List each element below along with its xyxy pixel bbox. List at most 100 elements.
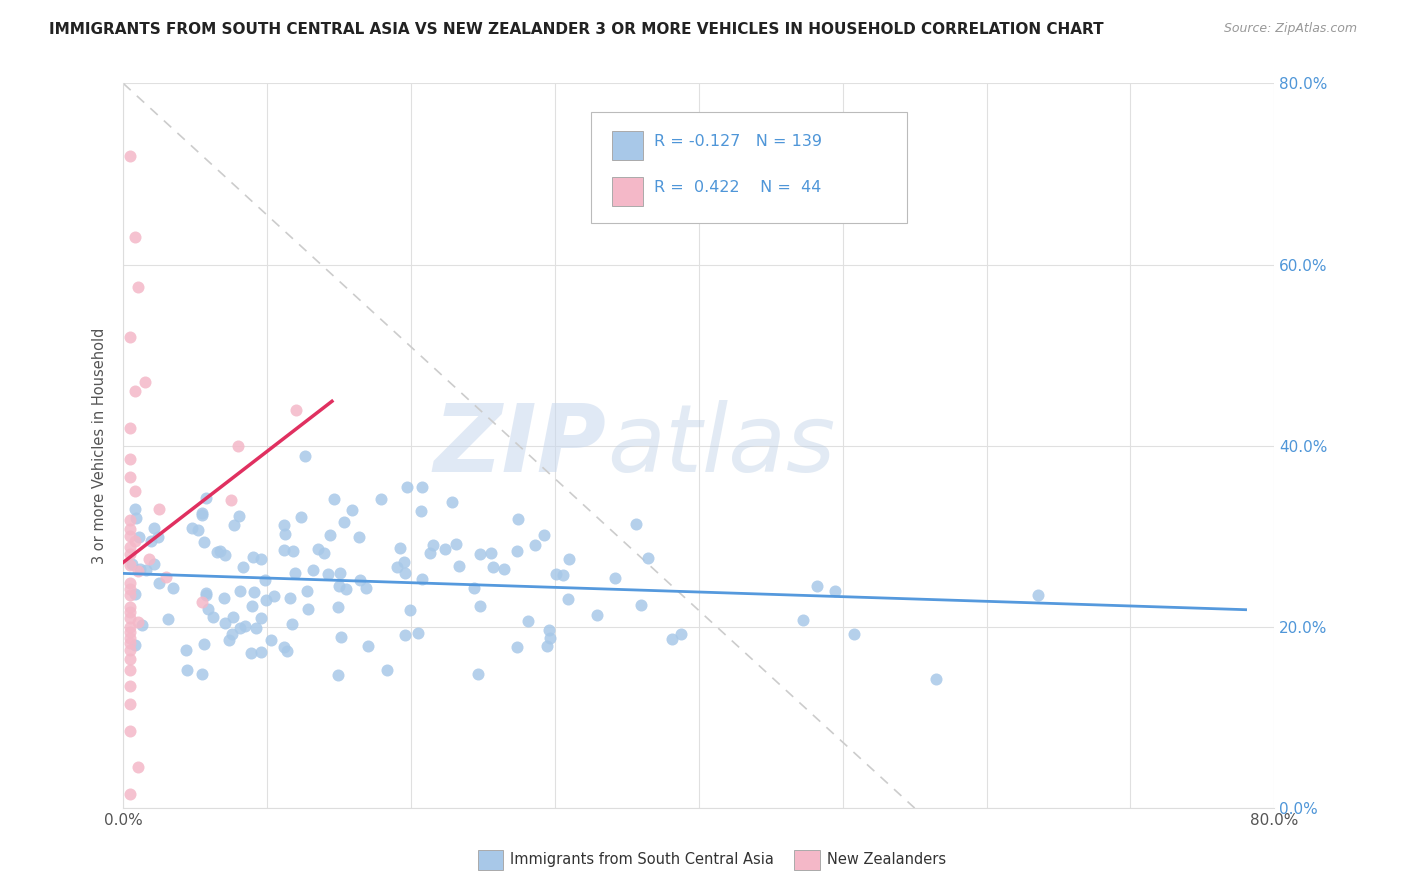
Point xyxy=(307,541,329,556)
Point xyxy=(242,549,264,564)
Point xyxy=(523,538,546,552)
Point xyxy=(124,533,146,548)
Point xyxy=(250,611,273,625)
Point xyxy=(138,552,160,566)
Point xyxy=(389,541,412,556)
Point xyxy=(278,591,301,605)
Point xyxy=(637,551,659,566)
Point xyxy=(792,613,814,627)
Point xyxy=(212,591,235,606)
Point xyxy=(124,230,146,244)
Point xyxy=(120,330,142,344)
Point xyxy=(536,639,558,653)
Point xyxy=(557,591,579,606)
Point xyxy=(120,625,142,640)
Point xyxy=(124,587,146,601)
Point xyxy=(120,611,142,625)
Text: IMMIGRANTS FROM SOUTH CENTRAL ASIA VS NEW ZEALANDER 3 OR MORE VEHICLES IN HOUSEH: IMMIGRANTS FROM SOUTH CENTRAL ASIA VS NE… xyxy=(49,22,1104,37)
Point xyxy=(148,575,170,590)
Point xyxy=(228,508,250,523)
Point xyxy=(218,633,240,648)
Point xyxy=(273,518,295,533)
Point xyxy=(329,566,352,580)
Point xyxy=(328,667,350,681)
Point xyxy=(294,450,316,464)
Point xyxy=(263,589,285,603)
Point xyxy=(254,574,277,588)
Point xyxy=(120,651,142,665)
Point xyxy=(284,402,307,417)
Point xyxy=(312,546,335,560)
Point xyxy=(586,608,609,623)
Point xyxy=(120,540,142,554)
Point xyxy=(624,516,647,531)
Point xyxy=(120,149,142,163)
Text: R = -0.127   N = 139: R = -0.127 N = 139 xyxy=(654,134,821,149)
Point xyxy=(131,618,153,632)
Point xyxy=(127,760,149,774)
Point xyxy=(193,637,215,651)
Point xyxy=(148,502,170,516)
Point xyxy=(419,546,441,560)
Point xyxy=(128,561,150,575)
Point xyxy=(243,584,266,599)
Point xyxy=(398,603,420,617)
Point xyxy=(434,541,457,556)
Point xyxy=(273,526,295,541)
Point xyxy=(409,504,432,518)
Point xyxy=(538,631,561,645)
Point xyxy=(228,583,250,598)
Point xyxy=(323,491,346,506)
Text: R =  0.422    N =  44: R = 0.422 N = 44 xyxy=(654,180,821,195)
Point xyxy=(349,573,371,587)
Point xyxy=(141,534,163,549)
Point xyxy=(124,510,146,524)
Point xyxy=(661,632,683,646)
Point xyxy=(201,610,224,624)
Point xyxy=(120,664,142,678)
Text: atlas: atlas xyxy=(607,401,835,491)
Point xyxy=(162,581,184,595)
Point xyxy=(422,539,444,553)
Point xyxy=(120,631,142,645)
Point xyxy=(375,663,398,677)
Point xyxy=(205,544,228,558)
Point xyxy=(143,521,166,535)
Point xyxy=(190,667,212,681)
Point xyxy=(240,599,263,614)
Point xyxy=(505,640,527,654)
Point xyxy=(824,584,846,599)
Point xyxy=(221,626,243,640)
Point xyxy=(281,544,304,558)
Point xyxy=(194,585,217,599)
Point xyxy=(120,606,142,620)
Point xyxy=(1028,588,1050,602)
Point xyxy=(120,697,142,711)
Point xyxy=(370,492,392,507)
Point xyxy=(494,562,516,576)
Point xyxy=(273,543,295,558)
Point xyxy=(191,507,214,521)
Point xyxy=(250,645,273,659)
Point xyxy=(143,558,166,572)
Point xyxy=(669,627,692,641)
Point xyxy=(124,638,146,652)
Point xyxy=(603,571,626,585)
Point xyxy=(806,579,828,593)
Point xyxy=(193,534,215,549)
Point xyxy=(326,599,349,614)
Point xyxy=(134,376,156,390)
Point xyxy=(357,640,380,654)
Point xyxy=(468,599,491,614)
Point xyxy=(208,543,231,558)
Point xyxy=(232,559,254,574)
Point xyxy=(295,583,318,598)
Point xyxy=(335,582,357,596)
Point xyxy=(281,617,304,632)
Point xyxy=(329,631,352,645)
Point xyxy=(385,559,408,574)
Point xyxy=(316,567,339,582)
Point xyxy=(120,642,142,657)
Point xyxy=(127,280,149,294)
Point xyxy=(120,452,142,467)
